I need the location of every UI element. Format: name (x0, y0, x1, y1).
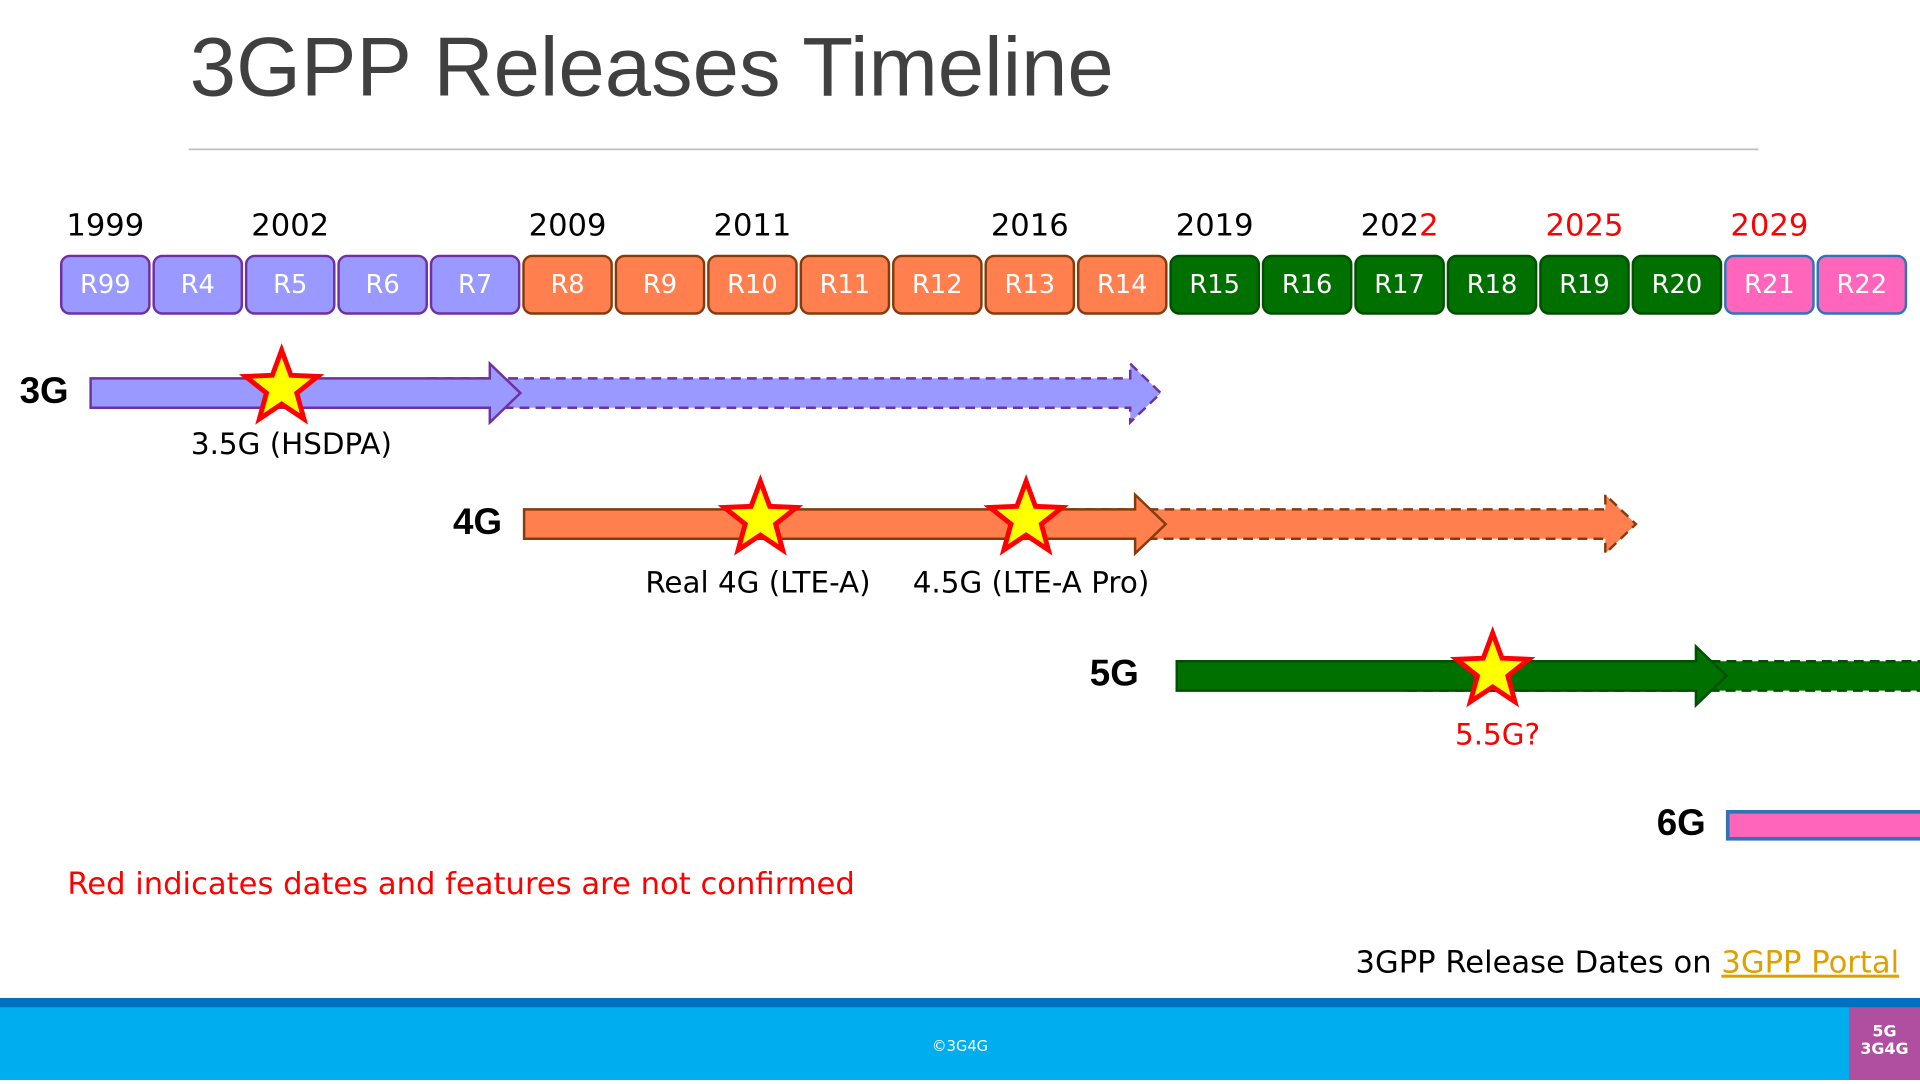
footer-band (0, 997, 1920, 1008)
release-box (1816, 254, 1908, 315)
milestone-label: Real 4G (LTE-A) (645, 566, 870, 600)
year: 2019 (1176, 208, 1254, 243)
release-label: R15 (1189, 270, 1240, 300)
year: 2002 (251, 208, 329, 243)
generation-label: 5G (1090, 653, 1139, 694)
release-box (1539, 254, 1630, 315)
release-box (1261, 254, 1353, 315)
year-part: 2029 (1730, 208, 1808, 243)
year-part: 2009 (529, 208, 607, 243)
copyright: ©3G4G (932, 1038, 988, 1055)
arrow-dashed (1051, 491, 1638, 557)
year: 2009 (529, 208, 607, 243)
release-label: R7 (458, 270, 492, 300)
release-box (429, 254, 521, 315)
release-box (337, 254, 428, 315)
release-label: R5 (273, 270, 307, 300)
arrow (522, 491, 1168, 557)
release-box (984, 254, 1076, 315)
year: 1999 (66, 208, 144, 243)
year-part: 2016 (991, 208, 1069, 243)
release-box (707, 254, 798, 315)
release-box (60, 254, 151, 315)
year-part: 2025 (1546, 208, 1624, 243)
bar (1725, 810, 1920, 841)
generation-label: 3G (20, 370, 69, 411)
release-box (1631, 254, 1723, 315)
milestone-label: 3.5G (HSDPA) (191, 427, 392, 461)
release-label: R17 (1374, 270, 1425, 300)
release-label: R8 (550, 270, 584, 300)
release-label: R19 (1559, 270, 1610, 300)
milestone-label: 5.5G? (1455, 717, 1540, 751)
release-box (892, 254, 983, 315)
release-label: R4 (181, 270, 215, 300)
release-label: R9 (643, 270, 677, 300)
source-text: 3GPP Release Dates on (1356, 945, 1722, 980)
release-label: R99 (80, 270, 131, 300)
source-link[interactable]: 3GPP Portal (1721, 945, 1899, 980)
generation-label: 4G (453, 501, 502, 542)
arrow-dashed (427, 360, 1163, 426)
release-label: R10 (727, 270, 778, 300)
release-label: R13 (1005, 270, 1056, 300)
release-label: R22 (1837, 270, 1888, 300)
arrow (1175, 643, 1729, 709)
year-part: 2011 (713, 208, 791, 243)
year-part: 202 (1361, 208, 1419, 243)
release-label: R21 (1744, 270, 1795, 300)
year-part: 2019 (1176, 208, 1254, 243)
year: 2025 (1546, 208, 1624, 243)
footer (0, 1007, 1920, 1080)
year-part: 1999 (66, 208, 144, 243)
release-label: R11 (820, 270, 871, 300)
release-box (522, 254, 613, 315)
year: 2011 (713, 208, 791, 243)
star (1449, 626, 1536, 708)
release-box (244, 254, 336, 315)
release-label: R14 (1097, 270, 1148, 300)
logo (1848, 1007, 1920, 1080)
source-line: 3GPP Release Dates on 3GPP Portal (1356, 945, 1900, 980)
year: 2022 (1361, 208, 1439, 243)
release-label: R20 (1652, 270, 1703, 300)
year-part: 2002 (251, 208, 329, 243)
year: 2016 (991, 208, 1069, 243)
release-label: R12 (912, 270, 963, 300)
year: 2029 (1730, 208, 1808, 243)
milestone-label: 4.5G (LTE-A Pro) (913, 566, 1150, 600)
release-box (799, 254, 891, 315)
star (238, 343, 325, 425)
release-box (614, 254, 706, 315)
logo-bottom: 3G4G (1860, 1039, 1908, 1058)
logo-top: 5G (1872, 1022, 1896, 1041)
note: Red indicates dates and features are not… (67, 867, 854, 902)
release-box (1354, 254, 1445, 315)
generation-label: 6G (1657, 802, 1706, 843)
arrow (89, 360, 523, 426)
release-box (1076, 254, 1168, 315)
star (717, 474, 804, 556)
slide-title: 3GPP Releases Timeline (190, 20, 1114, 113)
year-part: 2 (1419, 208, 1438, 243)
release-box (1169, 254, 1260, 315)
release-label: R18 (1467, 270, 1518, 300)
release-box (152, 254, 244, 315)
release-label: R16 (1282, 270, 1333, 300)
release-box (1724, 254, 1815, 315)
release-label: R6 (366, 270, 400, 300)
release-box (1446, 254, 1538, 315)
star (983, 474, 1069, 556)
